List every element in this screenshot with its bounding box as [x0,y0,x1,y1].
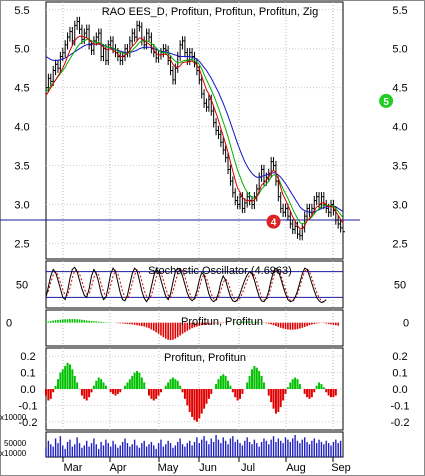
x-tick-label: Jul [241,462,255,474]
x-tick-label: Apr [109,462,126,474]
ma-blue-line [45,43,344,213]
oscillator2-panel: 0.2 0.2 0.1 0.1 0.0 0.0 -0.1 -0.1 -0.2 -0.2 [19,347,410,431]
x-tick-label: Aug [286,462,306,474]
price-panel: 5.5 5.5 5.0 5.0 4.5 4.5 4.0 4.0 3.5 3.5 3.0 3.0 2.5 2… [0,1,408,260]
x-tick-label: May [158,462,179,474]
ma-red-line [45,35,344,230]
price-panel-border [45,1,344,260]
price-ytick-right: 3.5 [392,161,407,173]
price-title: RAO EES_D, Profitun, Profitun, Profitun,… [102,6,318,18]
stochastic-title: Stochastic Oscillator (4.6963) [148,265,292,277]
oscillator2-ytick-left: -0.1 [19,400,38,412]
signal-marker-5 [379,93,394,108]
price-ytick-right: 4.5 [392,83,407,95]
stochastic-ytick-right: 50 [394,280,406,292]
oscillator1-panel-border [45,309,344,347]
price-ytick-right: 4.0 [392,122,407,134]
oscillator2-ytick-right: 0.1 [392,368,407,380]
x-tick-label: Sep [331,462,351,474]
oscillator2-ytick-right: 0.2 [392,351,407,363]
oscillator1-ytick-left: 0 [6,318,12,330]
x-axis: Mar Apr May Jun Jul Aug Sep [62,457,351,474]
oscillator2-ytick-left: 0.1 [20,368,35,380]
stochastic-k-line [45,266,327,304]
price-ytick-left: 3.5 [14,161,29,173]
signal-marker-4 [266,214,281,229]
oscillator1-ytick-right: 0 [403,318,409,330]
volume-tick-label: 50000 [4,439,27,448]
price-ytick-right: 5.5 [392,5,407,17]
stochastic-ytick-left: 50 [16,280,28,292]
volume-panel [45,431,344,458]
oscillator2-ytick-right: 0.0 [392,384,407,396]
volume-multiplier: x10000 [0,449,27,458]
price-ytick-left: 5.5 [14,5,29,17]
price-ytick-right: 2.5 [392,238,407,250]
price-ytick-left: 2.5 [14,238,29,250]
stochastic-panel: 50 50 [16,260,406,309]
signal-marker-label-4: 4 [271,218,277,229]
signal-marker-label-5: 5 [383,97,389,108]
oscillator2-ytick-left: -0.2 [19,417,38,429]
price-ytick-left: 4.5 [14,83,29,95]
price-ytick-right: 5.0 [392,44,407,56]
oscillator1-title: Profitun, Profitun [181,316,263,328]
x-tick-label: Jun [199,462,217,474]
oscillator2-title: Profitun, Profitun [164,352,246,364]
oscillator2-ytick-left: 0.0 [20,384,35,396]
price-ytick-left: 3.0 [14,199,29,211]
oscillator2-multiplier: x10000 [0,413,27,422]
stochastic-panel-border [45,260,344,309]
price-ytick-left: 4.0 [14,122,29,134]
oscillator2-ytick-left: 0.2 [20,351,35,363]
oscillator2-ytick-right: -0.2 [391,417,410,429]
ma-green-line [45,38,344,225]
panel-titles: RAO EES_D, Profitun, Profitun, Profitun,… [0,6,318,458]
price-ytick-right: 3.0 [392,199,407,211]
x-tick-label: Mar [64,462,83,474]
price-ytick-left: 5.0 [14,44,29,56]
oscillator2-ytick-right: -0.1 [391,400,410,412]
